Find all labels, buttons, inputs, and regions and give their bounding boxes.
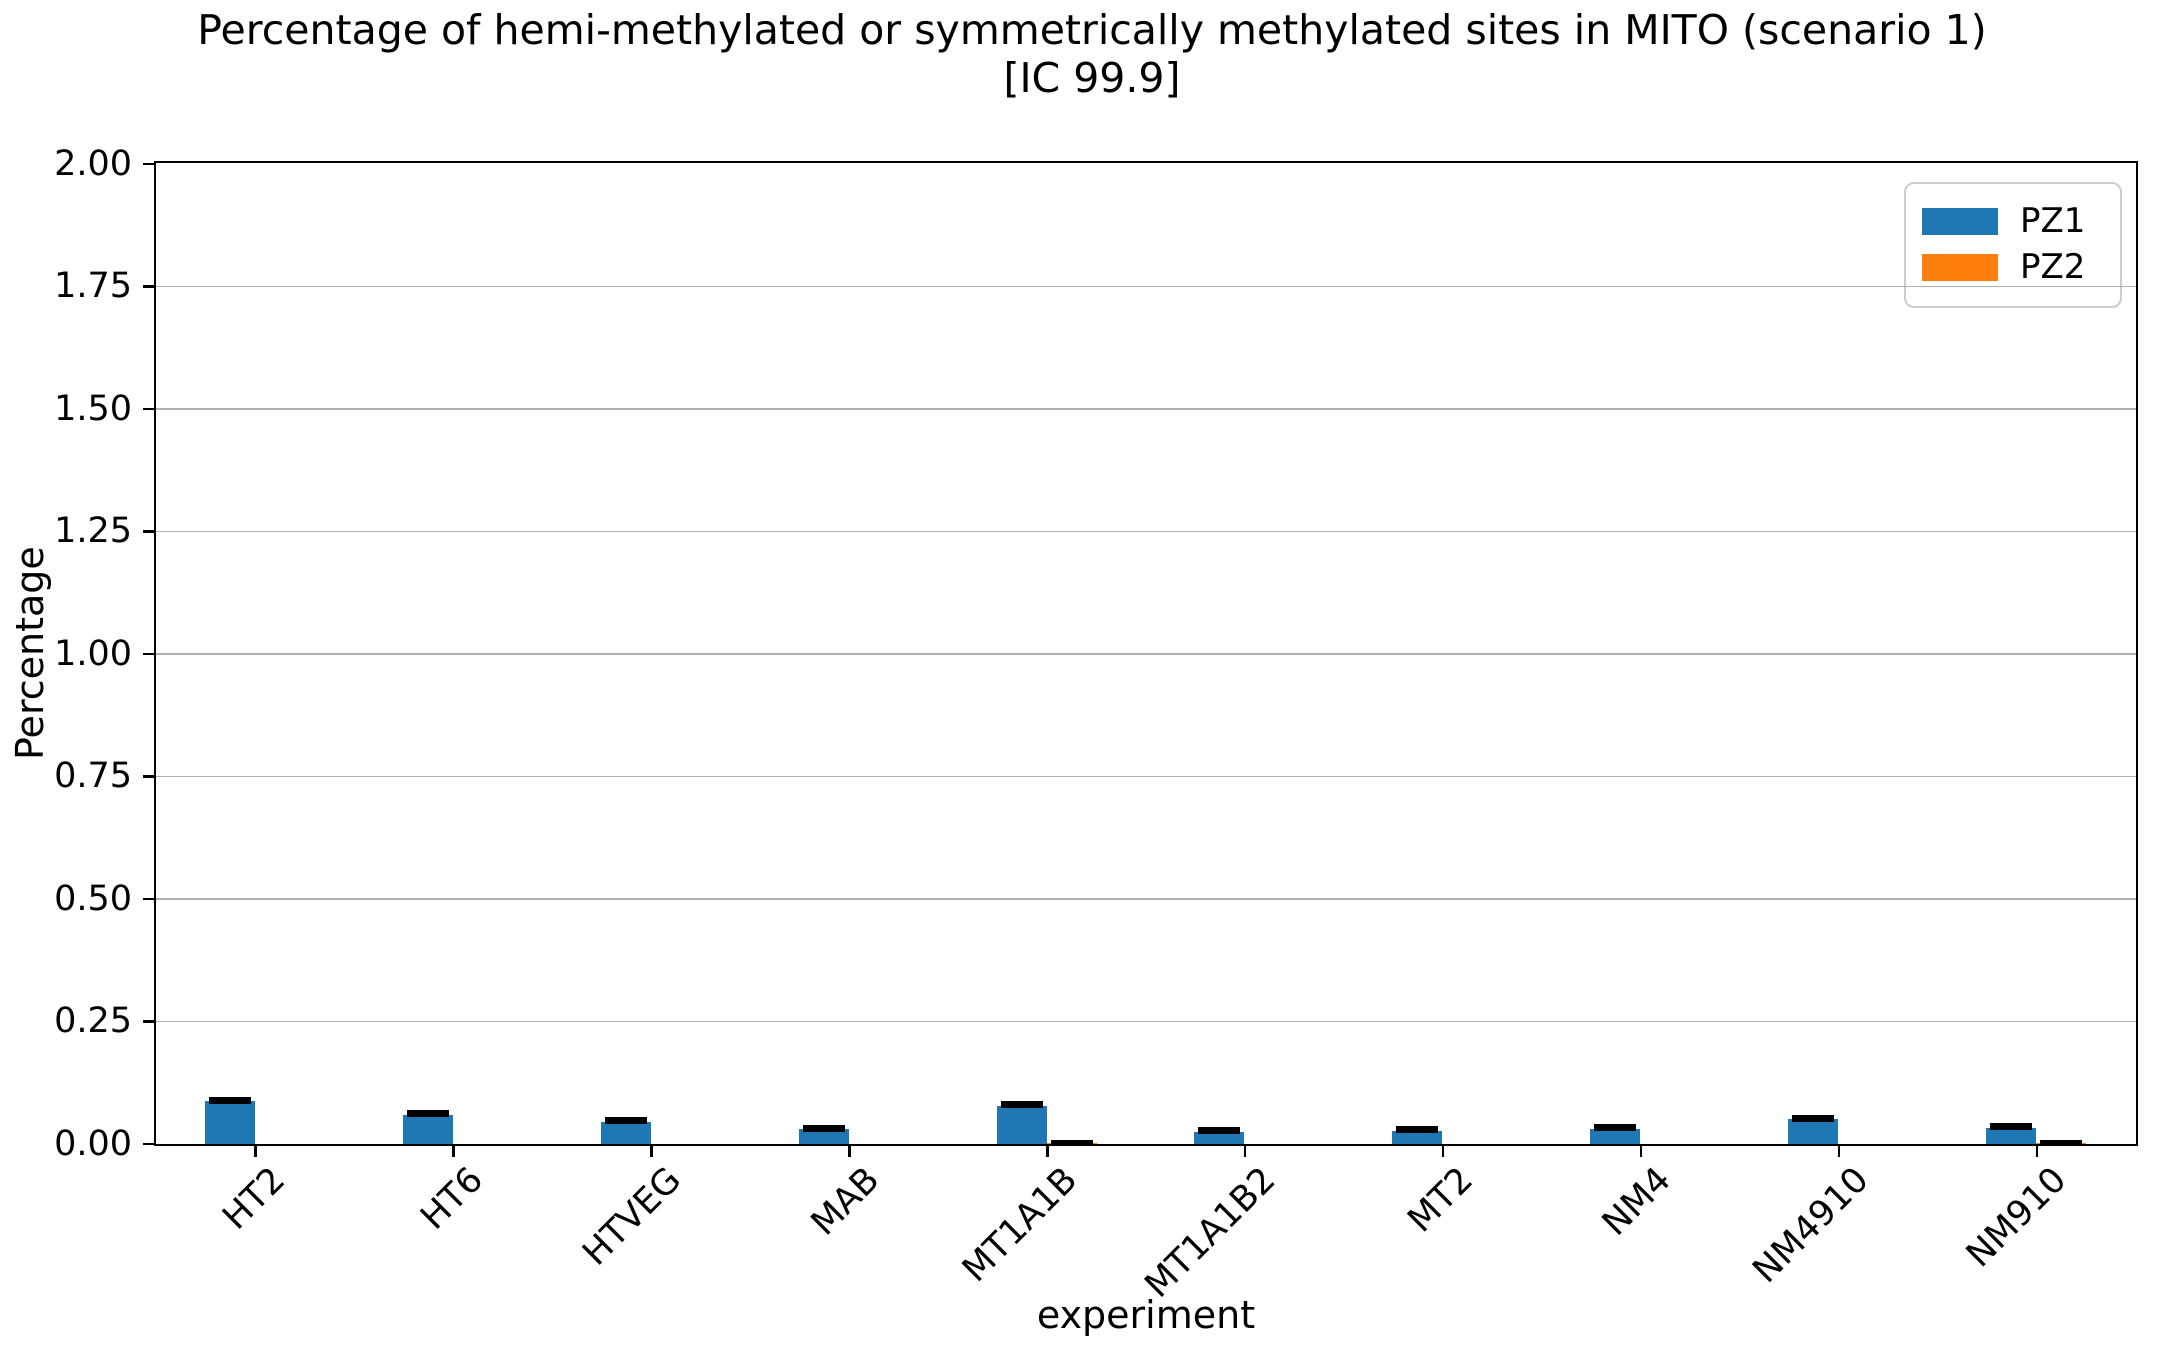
bar-pz1-mab — [798, 1129, 849, 1144]
bar-pz1-mt1a1b — [996, 1105, 1047, 1144]
y-tick-mark — [143, 530, 154, 533]
bar-pz1-nm4 — [1590, 1128, 1641, 1144]
error-bar-cap — [1198, 1127, 1241, 1135]
x-tick-label-mt2: MT2 — [1400, 1159, 1482, 1241]
x-tick-label-mt1a1b: MT1A1B — [955, 1159, 1086, 1291]
error-bar-cap — [1594, 1124, 1637, 1132]
y-tick-mark — [143, 285, 154, 288]
bar-pz1-nm910 — [1986, 1127, 2037, 1144]
bar-pz1-mt1a1b2 — [1194, 1131, 1245, 1144]
y-tick-mark — [143, 652, 154, 655]
legend-swatch-pz1 — [1922, 207, 1998, 235]
y-tick-mark — [143, 162, 154, 165]
y-tick-mark — [143, 897, 154, 900]
x-tick-mark — [254, 1146, 257, 1157]
x-tick-mark — [1837, 1146, 1841, 1157]
x-tick-label-mab: MAB — [803, 1159, 888, 1244]
plot-area: PZ1 PZ2 — [154, 161, 2138, 1146]
error-bar-cap — [1792, 1114, 1835, 1122]
y-tick-label: 1.25 — [54, 511, 132, 551]
bar-pz1-ht6 — [402, 1114, 453, 1144]
legend: PZ1 PZ2 — [1904, 182, 2122, 308]
x-tick-label-ht2: HT2 — [215, 1159, 294, 1238]
y-tick-label: 1.00 — [54, 633, 132, 674]
x-tick-mark — [1639, 1146, 1643, 1157]
y-tick-label: 0.50 — [54, 878, 132, 919]
legend-item-pz2: PZ2 — [1922, 244, 2120, 290]
error-bar-cap — [2040, 1139, 2083, 1144]
x-tick-mark — [2035, 1146, 2039, 1157]
error-bar-cap — [1050, 1139, 1093, 1144]
y-tick-label: 2.00 — [54, 143, 132, 184]
x-tick-mark — [1243, 1146, 1247, 1157]
y-tick-mark — [143, 407, 154, 410]
y-tick-mark — [143, 775, 154, 778]
x-tick-label-nm4: NM4 — [1595, 1159, 1679, 1244]
x-tick-mark — [452, 1146, 455, 1157]
y-tick-label: 1.75 — [54, 266, 132, 306]
grid-line — [156, 653, 2136, 655]
legend-swatch-pz2 — [1922, 253, 1998, 281]
error-bar-cap — [802, 1124, 845, 1132]
x-tick-mark — [848, 1146, 851, 1157]
y-tick-mark — [143, 1142, 154, 1145]
error-bar-cap — [1000, 1101, 1043, 1109]
chart-title-block: Percentage of hemi-methylated or symmetr… — [0, 6, 2184, 103]
x-tick-mark — [1441, 1146, 1445, 1157]
y-tick-label: 1.50 — [54, 388, 132, 429]
bar-pz1-htveg — [600, 1121, 651, 1144]
legend-label-pz2: PZ2 — [2020, 247, 2086, 287]
x-tick-label-htveg: HTVEG — [575, 1159, 690, 1274]
x-tick-label-nm4910: NM4910 — [1745, 1159, 1877, 1292]
y-tick-label: 0.00 — [54, 1123, 132, 1164]
chart-subtitle: [IC 99.9] — [1003, 54, 1181, 103]
x-tick-label-ht6: HT6 — [413, 1159, 492, 1238]
x-tick-mark — [1046, 1146, 1049, 1157]
bar-pz1-mt2 — [1392, 1130, 1443, 1144]
bar-pz1-nm4910 — [1788, 1119, 1839, 1144]
grid-line — [156, 1020, 2136, 1022]
y-tick-label: 0.25 — [54, 1001, 132, 1041]
grid-line — [156, 285, 2136, 287]
error-bar-cap — [1396, 1126, 1439, 1134]
x-tick-label-mt1a1b2: MT1A1B2 — [1137, 1159, 1284, 1306]
grid-line — [156, 775, 2136, 777]
grid-line — [156, 408, 2136, 410]
bar-pz1-ht2 — [204, 1101, 255, 1144]
error-bar-cap — [406, 1110, 449, 1118]
grid-line — [156, 898, 2136, 900]
error-bar-cap — [604, 1117, 647, 1125]
legend-label-pz1: PZ1 — [2020, 201, 2086, 241]
x-axis-label: experiment — [1036, 1293, 1256, 1337]
grid-line — [156, 530, 2136, 532]
chart-title: Percentage of hemi-methylated or symmetr… — [197, 6, 1987, 54]
x-tick-label-nm910: NM910 — [1959, 1159, 2075, 1276]
y-tick-label: 0.75 — [54, 756, 132, 796]
error-bar-cap — [208, 1096, 251, 1104]
y-tick-mark — [143, 1020, 154, 1023]
legend-item-pz1: PZ1 — [1922, 198, 2120, 244]
x-tick-mark — [650, 1146, 653, 1157]
error-bar-cap — [1990, 1123, 2033, 1131]
